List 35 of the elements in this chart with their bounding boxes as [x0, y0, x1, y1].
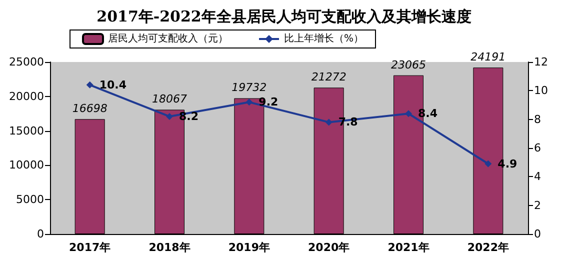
data-label: 10.4: [99, 78, 127, 92]
y-tick-label: 10000: [9, 158, 44, 172]
x-tick-label: 2018年: [148, 241, 190, 254]
y-tick-label: 0: [37, 228, 44, 240]
y-tick-label: 20000: [9, 90, 44, 103]
y2-tick-label: 8: [534, 112, 541, 126]
data-label: 23065: [391, 58, 426, 72]
data-label: 21272: [311, 70, 346, 84]
y2-tick-label: 10: [534, 84, 548, 98]
point: [405, 110, 412, 118]
x-tick-label: 2022年: [467, 241, 509, 254]
y2-tick-label: 4: [534, 170, 541, 184]
x-tick-label: 2017年: [69, 241, 111, 254]
x-tick-label: 2019年: [228, 241, 270, 254]
y-tick-label: 5000: [16, 193, 44, 206]
y2-tick-label: 6: [534, 142, 541, 154]
y2-tick-label: 0: [534, 228, 541, 240]
y-tick-label: 25000: [9, 56, 44, 68]
point: [484, 160, 492, 168]
data-label: 18067: [152, 92, 187, 106]
x-tick-label: 2021年: [388, 241, 430, 254]
chart-title: 2017年-2022年全县居民人均可支配收入及其增长速度: [96, 8, 472, 26]
x-tick-label: 2020年: [308, 241, 350, 254]
legend-label: 比上年增长（%）: [284, 32, 364, 44]
point: [325, 118, 332, 126]
point: [246, 98, 253, 106]
data-label: 16698: [72, 102, 108, 116]
y2-tick-label: 12: [534, 56, 548, 68]
point: [86, 81, 94, 88]
data-label: 24191: [470, 50, 506, 64]
point: [166, 112, 173, 120]
data-label: 19732: [232, 81, 267, 94]
y2-tick-label: 2: [534, 198, 541, 212]
y-tick-label: 15000: [9, 124, 44, 138]
legend-label: 居民人均可支配收入（元）: [108, 32, 228, 44]
